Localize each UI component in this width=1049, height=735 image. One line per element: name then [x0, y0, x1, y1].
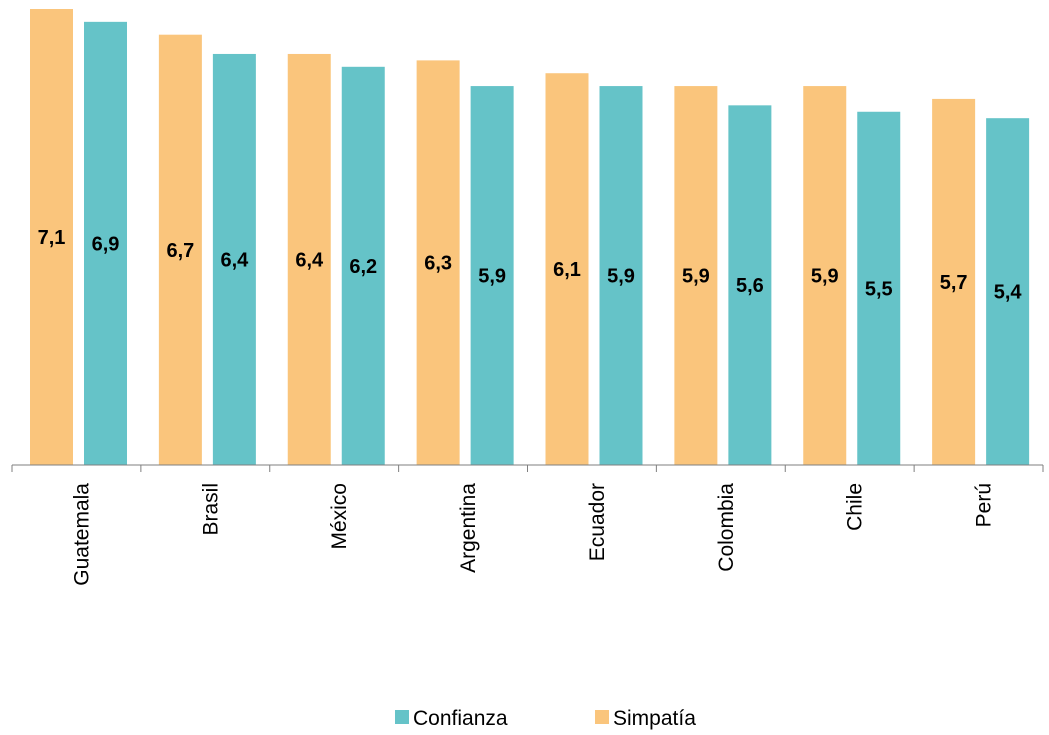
bar-simpatía-méxico — [287, 53, 331, 466]
bar-simpatía-chile — [803, 86, 847, 465]
value-label: 5,4 — [994, 282, 1023, 304]
value-label: 6,2 — [349, 256, 377, 278]
value-label: 6,7 — [166, 240, 194, 262]
category-label: Perú — [973, 483, 996, 527]
bar-simpatía-brasil — [158, 34, 202, 466]
category-label: México — [328, 483, 351, 550]
bar-confianza-argentina — [470, 86, 514, 465]
legend-label-confianza: Confianza — [413, 707, 508, 730]
bar-simpatía-colombia — [674, 86, 718, 465]
bar-simpatía-argentina — [416, 60, 460, 466]
bar-confianza-ecuador — [599, 86, 643, 465]
bar-simpatía-guatemala — [30, 9, 73, 465]
bar-simpatía-ecuador — [545, 73, 589, 466]
value-label: 7,1 — [38, 227, 66, 249]
value-label: 6,1 — [553, 259, 581, 281]
category-label: Brasil — [199, 483, 222, 536]
value-label: 6,3 — [424, 253, 452, 275]
bar-confianza-guatemala — [84, 21, 127, 466]
category-labels-group: Guatemala Brasil México Argentina Ecuador Col… — [70, 483, 995, 586]
value-label: 6,4 — [295, 249, 324, 271]
value-label: 6,4 — [220, 249, 249, 271]
bars-group — [30, 9, 1030, 466]
value-label: 5,5 — [865, 278, 893, 300]
value-label: 5,9 — [478, 266, 506, 288]
category-label: Ecuador — [586, 483, 609, 561]
bar-simpatía-perú — [932, 98, 976, 465]
legend-swatch-confianza — [395, 710, 409, 724]
x-axis — [11, 464, 1044, 472]
value-label: 5,9 — [682, 266, 710, 288]
value-label: 5,7 — [940, 272, 968, 294]
bar-confianza-perú — [986, 118, 1030, 465]
value-labels-group: 7,1 6,9 6,7 6,4 6,4 6,2 6,3 5,9 6,1 5,9 5,9 5,6 5,9 5… — [38, 227, 1023, 304]
legend-swatch-simpatía — [595, 710, 609, 724]
bar-confianza-colombia — [728, 105, 772, 466]
value-label: 5,9 — [607, 266, 635, 288]
value-label: 5,6 — [736, 275, 764, 297]
category-label: Guatemala — [70, 483, 93, 586]
bar-confianza-méxico — [341, 66, 385, 465]
value-label: 5,9 — [811, 266, 839, 288]
category-label: Colombia — [715, 483, 738, 572]
bar-confianza-brasil — [212, 53, 256, 466]
category-label: Chile — [844, 483, 867, 531]
legend-label-simpatía: Simpatía — [613, 707, 696, 730]
bar-confianza-chile — [857, 111, 901, 466]
category-label: Argentina — [457, 483, 480, 573]
value-label: 6,9 — [92, 233, 120, 255]
legend: Confianza Simpatía — [395, 707, 696, 730]
